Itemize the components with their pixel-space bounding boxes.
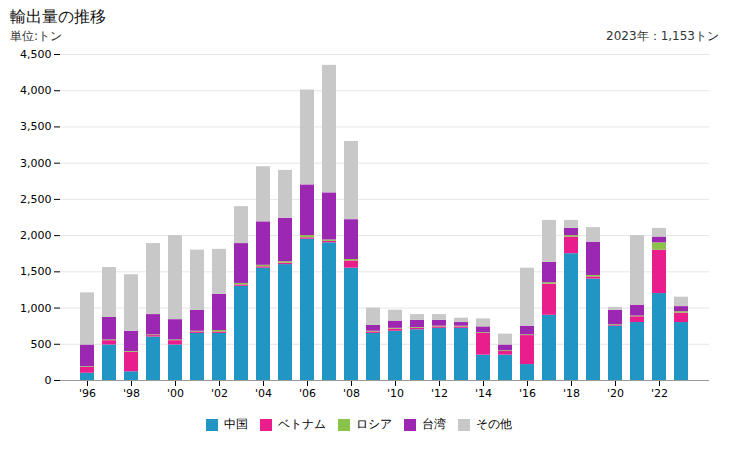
svg-text:'18: '18 bbox=[563, 387, 580, 400]
html-text:中国: 中国 bbox=[223, 417, 248, 431]
svg-text:'08: '08 bbox=[343, 387, 360, 400]
html-text:単位:トン: 単位:トン bbox=[10, 29, 62, 43]
svg-text:'22: '22 bbox=[651, 387, 668, 400]
svg-text:4,000: 4,000 bbox=[20, 84, 52, 97]
html-text:ベトナム: ベトナム bbox=[277, 417, 326, 431]
svg-text:4,500: 4,500 bbox=[20, 48, 52, 61]
svg-text:3,000: 3,000 bbox=[20, 157, 52, 170]
html-text:ロシア: ロシア bbox=[355, 417, 392, 431]
svg-text:2,000: 2,000 bbox=[20, 229, 52, 242]
svg-text:'02: '02 bbox=[211, 387, 228, 400]
svg-text:'10: '10 bbox=[387, 387, 404, 400]
svg-text:1,500: 1,500 bbox=[20, 265, 52, 278]
html-text:その他: その他 bbox=[475, 417, 512, 431]
html-text:台湾: 台湾 bbox=[421, 417, 446, 431]
svg-text:'96: '96 bbox=[79, 387, 96, 400]
svg-text:3,500: 3,500 bbox=[20, 120, 52, 133]
svg-text:'06: '06 bbox=[299, 387, 316, 400]
svg-text:2,500: 2,500 bbox=[20, 193, 52, 206]
html-text:輸出量の推移: 輸出量の推移 bbox=[10, 7, 106, 26]
svg-text:'00: '00 bbox=[167, 387, 184, 400]
svg-text:0: 0 bbox=[45, 374, 52, 387]
svg-text:500: 500 bbox=[31, 338, 52, 351]
svg-text:1,000: 1,000 bbox=[20, 302, 52, 315]
svg-text:'98: '98 bbox=[123, 387, 140, 400]
html-text:2023年：1,153トン: 2023年：1,153トン bbox=[606, 29, 719, 43]
svg-text:'16: '16 bbox=[519, 387, 536, 400]
svg-text:'12: '12 bbox=[431, 387, 448, 400]
svg-text:'20: '20 bbox=[607, 387, 624, 400]
svg-text:'04: '04 bbox=[255, 387, 272, 400]
svg-text:'14: '14 bbox=[475, 387, 492, 400]
